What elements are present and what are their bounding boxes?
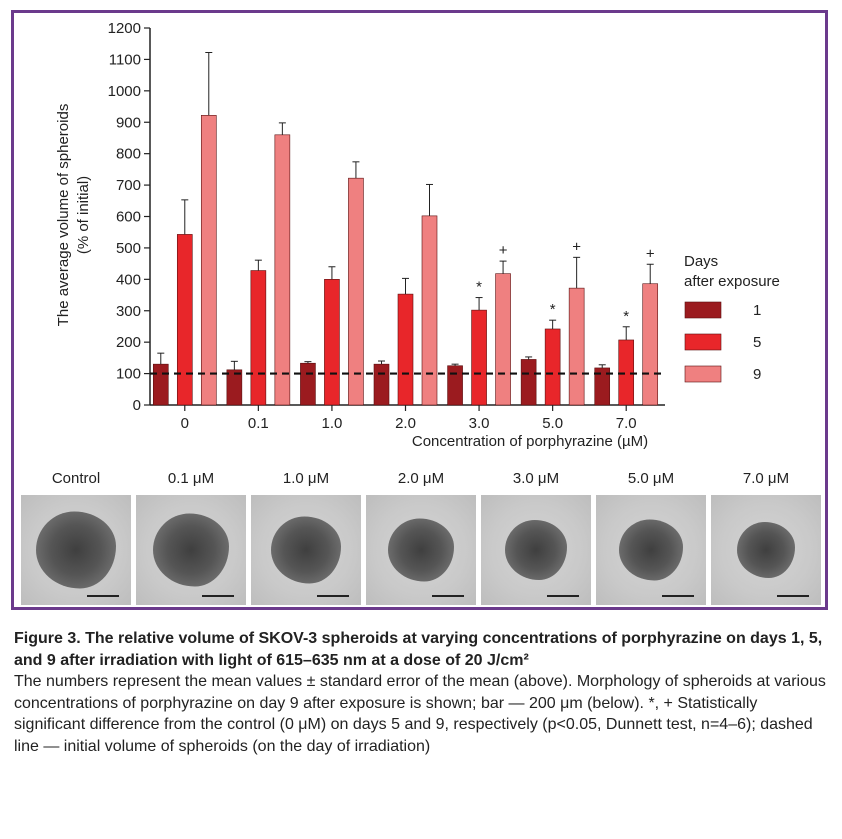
- y-tick-label: 0: [133, 397, 141, 414]
- x-tick-label: 0: [181, 415, 189, 432]
- significance-mark: +: [646, 245, 655, 262]
- significance-mark: +: [572, 238, 581, 255]
- spheroid-image: [271, 516, 341, 584]
- spheroid-image: [505, 520, 567, 580]
- bar-day5-0: [176, 234, 193, 406]
- bar-day9-5.0: [568, 287, 585, 406]
- legend-label-day5: 5: [753, 334, 761, 351]
- bar-day5-5.0: [544, 328, 561, 406]
- legend-title-days: Days: [684, 253, 718, 270]
- y-tick-label: 1000: [108, 83, 141, 100]
- legend-swatch-day1: [684, 301, 722, 319]
- bar-day9-0: [200, 115, 217, 406]
- legend-label-day1: 1: [753, 302, 761, 319]
- caption-title: Figure 3. The relative volume of SKOV-3 …: [14, 630, 823, 669]
- significance-mark: *: [550, 301, 556, 318]
- y-tick-label: 300: [116, 303, 141, 320]
- spheroid-micrograph: [136, 495, 246, 605]
- x-tick-label: 0.1: [248, 415, 269, 432]
- y-tick-label: 900: [116, 114, 141, 131]
- x-tick-label: 7.0: [616, 415, 637, 432]
- bar-chart: 0 100 200 300 400 500 600 700 800 900 1000 1100 1200…: [55, 20, 780, 450]
- y-tick-label: 100: [116, 366, 141, 383]
- spheroid-image: [388, 518, 454, 582]
- bar-day5-2.0: [397, 293, 414, 406]
- bar-day1-0.1: [226, 369, 243, 406]
- bar-day5-0.1: [250, 270, 267, 406]
- spheroid-micrograph: [366, 495, 476, 605]
- x-tick-label: 5.0: [542, 415, 563, 432]
- photo-label: 7.0 μM: [742, 470, 790, 487]
- y-tick-label: 500: [116, 240, 141, 257]
- spheroid-image: [153, 513, 229, 587]
- y-axis-title: The average volume of spheroids: [55, 104, 72, 327]
- photo-label: 3.0 μM: [512, 470, 560, 487]
- legend-title-after-exposure: after exposure: [684, 273, 780, 290]
- significance-mark: *: [476, 279, 482, 296]
- significance-mark: +: [499, 242, 508, 259]
- spheroid-image: [36, 511, 116, 589]
- significance-mark: *: [623, 308, 629, 325]
- y-tick-label: 400: [116, 271, 141, 288]
- spheroid-micrograph: [596, 495, 706, 605]
- bar-day9-3.0: [495, 273, 511, 406]
- y-tick-label: 600: [116, 209, 141, 226]
- bar-day1-5.0: [520, 359, 537, 406]
- photo-label: 5.0 μM: [627, 470, 675, 487]
- photo-label: 2.0 μM: [397, 470, 445, 487]
- x-axis-title: Concentration of porphyrazine (µM): [412, 433, 648, 450]
- bar-day1-3.0: [447, 365, 463, 406]
- x-tick-label: 2.0: [395, 415, 416, 432]
- photo-label: 0.1 μM: [167, 470, 215, 487]
- x-tick-label: 3.0: [469, 415, 490, 432]
- bar-day5-3.0: [471, 309, 487, 406]
- y-tick-label: 800: [116, 146, 141, 163]
- bar-day9-1.0: [348, 177, 364, 406]
- scale-bar: [662, 595, 694, 597]
- bar-day1-1.0: [300, 362, 316, 406]
- y-tick-label: 700: [116, 177, 141, 194]
- scale-bar: [777, 595, 809, 597]
- y-tick-label: 1200: [108, 20, 141, 37]
- x-tick-label: 1.0: [321, 415, 342, 432]
- bar-day5-1.0: [324, 279, 340, 406]
- bar-day1-2.0: [373, 363, 390, 406]
- scale-bar: [547, 595, 579, 597]
- legend-swatch-day5: [684, 333, 722, 351]
- bar-day9-0.1: [274, 134, 291, 406]
- spheroid-micrograph: [481, 495, 591, 605]
- spheroid-image: [737, 522, 795, 578]
- spheroid-micrograph: [21, 495, 131, 605]
- spheroid-image: [619, 519, 683, 581]
- scale-bar: [317, 595, 349, 597]
- photo-label: Control: [51, 470, 101, 487]
- scale-bar: [87, 595, 119, 597]
- spheroid-micrograph: [711, 495, 821, 605]
- scale-bar: [432, 595, 464, 597]
- legend-swatch-day9: [684, 365, 722, 383]
- figure-caption: Figure 3. The relative volume of SKOV-3 …: [14, 628, 829, 757]
- y-axis-subtitle: (% of initial): [75, 176, 92, 254]
- y-tick-label: 200: [116, 334, 141, 351]
- bar-day9-2.0: [421, 215, 438, 406]
- scale-bar: [202, 595, 234, 597]
- y-tick-label: 1100: [109, 51, 141, 68]
- bar-day1-0: [152, 363, 169, 406]
- spheroid-micrograph: [251, 495, 361, 605]
- caption-body: The numbers represent the mean values ± …: [14, 673, 826, 755]
- bar-day9-7.0: [642, 283, 659, 406]
- legend-label-day9: 9: [753, 366, 761, 383]
- photo-label: 1.0 μM: [282, 470, 330, 487]
